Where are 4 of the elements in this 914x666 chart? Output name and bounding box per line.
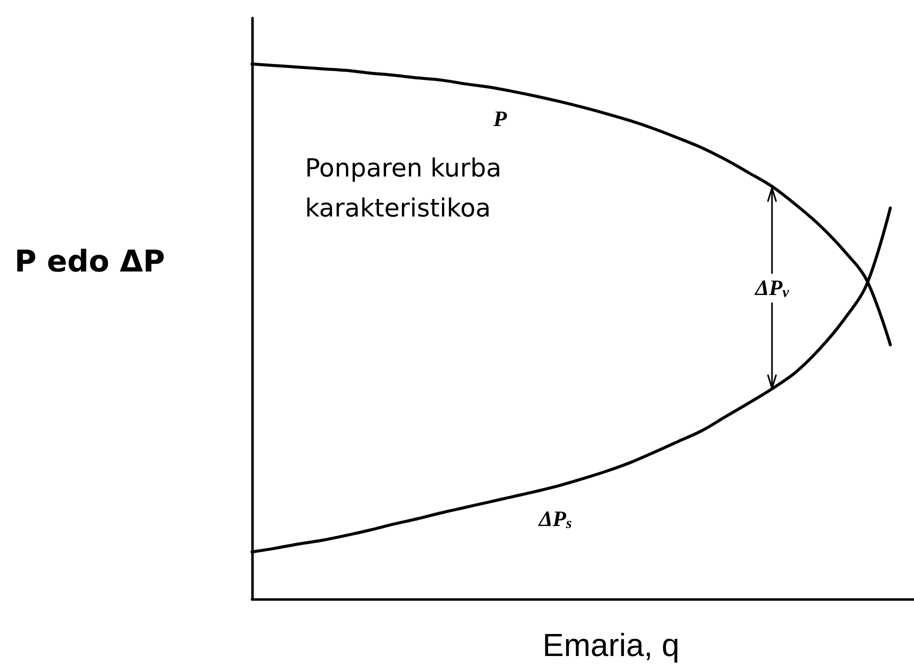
y-axis-title: P edo ΔP — [14, 244, 165, 280]
series-label: P — [492, 106, 508, 131]
annotation: Ponparen kurba karakteristikoa — [305, 154, 510, 222]
x-axis-title: Emaria, q — [542, 627, 680, 663]
